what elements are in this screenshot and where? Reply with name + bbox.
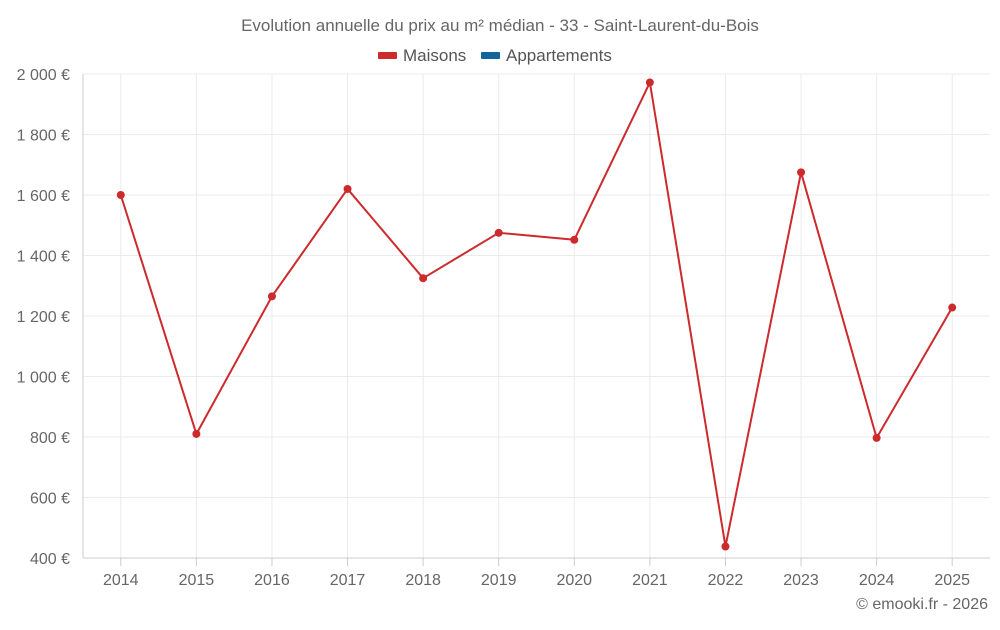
data-point[interactable] xyxy=(645,78,654,87)
legend-item-appartements[interactable]: Appartements xyxy=(481,46,612,65)
grid xyxy=(83,73,990,558)
y-tick-label: 400 € xyxy=(30,551,70,568)
x-tick-label: 2024 xyxy=(859,572,895,589)
y-tick-label: 1 400 € xyxy=(17,249,70,266)
data-point[interactable] xyxy=(267,292,276,301)
x-tick-label: 2018 xyxy=(405,572,441,589)
data-point[interactable] xyxy=(343,184,352,193)
legend: Maisons Appartements xyxy=(378,46,612,65)
y-tick-label: 1 000 € xyxy=(17,370,70,387)
chart-title: Evolution annuelle du prix au m² médian … xyxy=(241,16,759,35)
data-point[interactable] xyxy=(494,228,503,237)
x-tick-label: 2023 xyxy=(783,572,819,589)
y-tick-label: 1 800 € xyxy=(17,128,70,145)
series xyxy=(116,78,957,551)
series-line-maisons xyxy=(119,81,954,548)
data-point[interactable] xyxy=(872,433,881,442)
x-tick-label: 2016 xyxy=(254,572,290,589)
y-tick-label: 2 000 € xyxy=(17,67,70,84)
y-tick-label: 1 200 € xyxy=(17,309,70,326)
x-tick-label: 2021 xyxy=(632,572,668,589)
x-tick-label: 2022 xyxy=(708,572,744,589)
x-tick-label: 2014 xyxy=(103,572,139,589)
x-tick-label: 2015 xyxy=(179,572,215,589)
credit-text: © emooki.fr - 2026 xyxy=(856,596,988,613)
legend-label-maisons: Maisons xyxy=(403,46,466,65)
data-point[interactable] xyxy=(116,191,125,199)
y-tick-label: 800 € xyxy=(30,430,70,447)
data-point[interactable] xyxy=(419,274,428,283)
data-point[interactable] xyxy=(948,303,957,312)
y-tick-label: 1 600 € xyxy=(17,188,70,205)
data-point[interactable] xyxy=(721,542,730,551)
x-tick-label: 2025 xyxy=(934,572,970,589)
data-point[interactable] xyxy=(797,168,806,177)
y-tick-label: 600 € xyxy=(30,491,70,508)
axes: 400 € 600 € 800 € 1 000 € 1 200 € 1 400 € 1 60… xyxy=(17,67,990,589)
x-tick-label: 2019 xyxy=(481,572,517,589)
legend-swatch-maisons xyxy=(378,52,397,59)
data-point[interactable] xyxy=(192,429,201,438)
data-point[interactable] xyxy=(570,235,579,244)
legend-item-maisons[interactable]: Maisons xyxy=(378,46,466,65)
legend-swatch-appartements xyxy=(481,52,500,59)
x-tick-label: 2020 xyxy=(556,572,592,589)
x-tick-label: 2017 xyxy=(330,572,366,589)
legend-label-appartements: Appartements xyxy=(506,46,612,65)
